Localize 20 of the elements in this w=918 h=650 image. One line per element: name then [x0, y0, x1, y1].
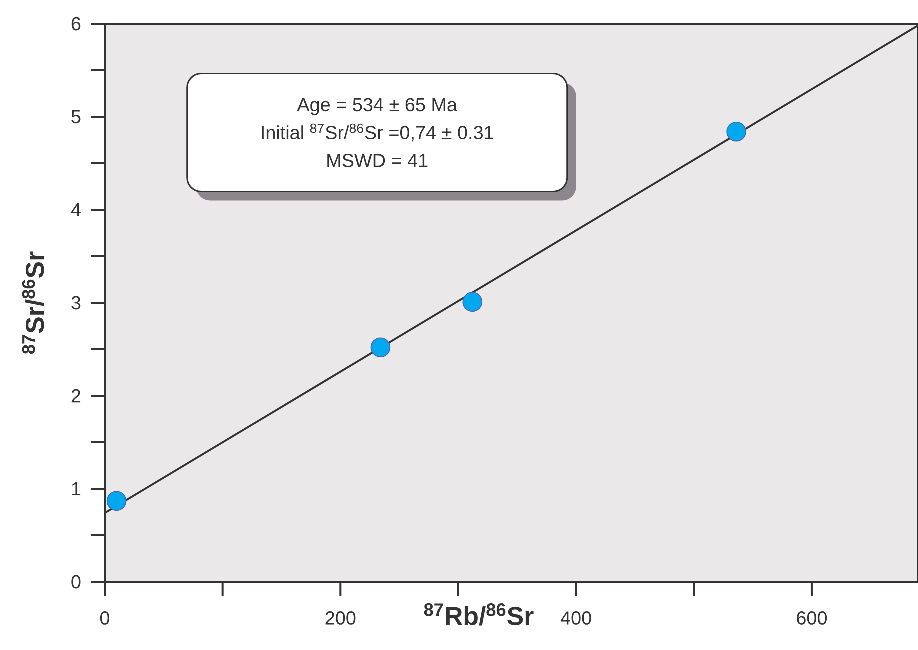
y-tick-label: 6 [72, 17, 81, 31]
y-tick-label: 1 [72, 482, 81, 496]
x-axis-title: $^{87}$Rb/$^{86}$Sr [424, 604, 534, 626]
x-tick-label: 400 [560, 612, 592, 625]
y-axis-title: $^{87}$Sr/$^{86}$Sr [22, 252, 45, 354]
x-tick-label: 200 [326, 612, 356, 625]
annotation: MSWD = 41 [328, 154, 428, 168]
point [462, 292, 483, 312]
annotation: Initial $^{87}$Sr/$^{86}$Sr =0,74 ± 0.31 [262, 124, 494, 142]
y-tick-label: 4 [71, 203, 81, 217]
x-tick-label: 0 [100, 612, 110, 625]
y-tick-label: 3 [72, 296, 81, 310]
annotation: Age = 534 ± 65 Ma [297, 98, 458, 116]
x-tick-label: 600 [797, 612, 828, 625]
point [726, 122, 746, 142]
y-tick-label: 0 [72, 575, 81, 589]
point [370, 338, 391, 358]
point [106, 491, 127, 511]
y-tick-label: 5 [72, 110, 81, 124]
y-tick-label: 2 [72, 389, 81, 403]
